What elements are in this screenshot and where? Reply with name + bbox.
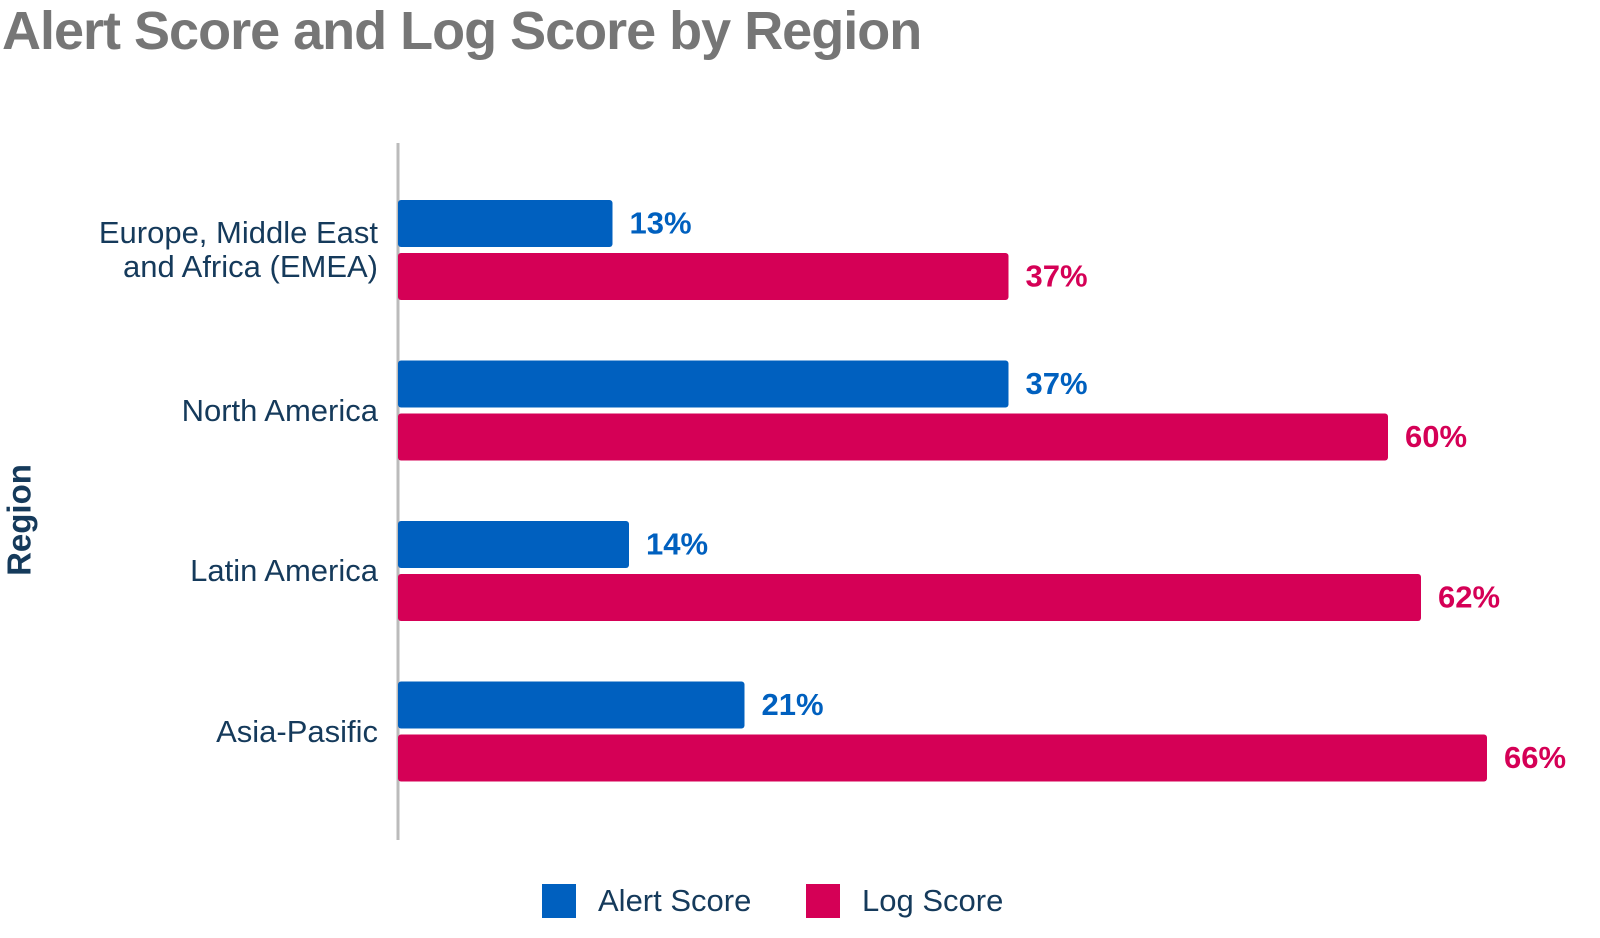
bar [398,253,1009,300]
data-label: 66% [1504,740,1566,775]
legend-label: Alert Score [598,883,752,918]
legend-label: Log Score [862,883,1004,918]
bar [398,200,613,247]
data-label: 62% [1438,580,1500,615]
data-label: 21% [762,687,824,722]
category-label: Asia-Pasific [216,713,378,749]
bar [398,734,1487,782]
category-label: Latin America [190,553,378,588]
category-label: Europe, Middle East and Africa (EMEA) [98,215,378,284]
data-label: 37% [1026,259,1088,294]
category-label: North America [181,392,378,428]
legend-swatch [806,884,840,918]
bar [398,574,1421,621]
bar [398,360,1009,408]
bar [398,413,1388,461]
legend-swatch [542,884,576,918]
legend-item: Alert Score [542,883,751,919]
data-label: 60% [1405,419,1467,454]
bar [398,521,629,568]
legend-item: Log Score [806,883,1003,919]
data-label: 37% [1026,366,1088,401]
data-label: 14% [646,527,708,562]
y-axis-label: Region [1,464,38,576]
data-label: 13% [630,206,692,241]
bar [398,681,745,729]
chart-title: Alert Score and Log Score by Region [2,1,922,61]
